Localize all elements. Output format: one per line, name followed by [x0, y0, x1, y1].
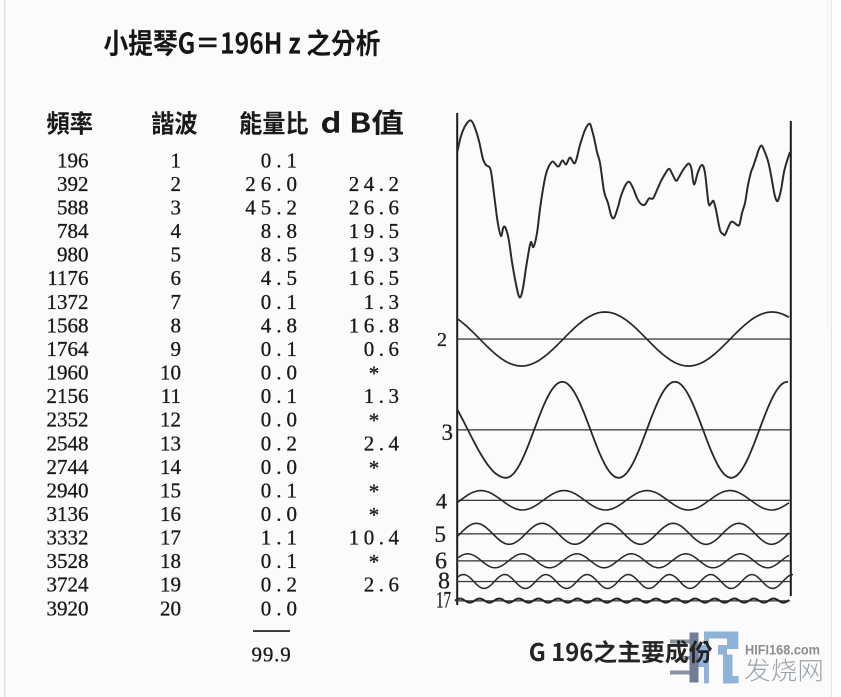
svg-text:0.1: 0.1	[261, 549, 302, 573]
svg-text:9: 9	[171, 337, 182, 361]
svg-text:10.4: 10.4	[349, 526, 404, 550]
svg-text:8: 8	[171, 313, 182, 337]
svg-text:HIFI168.com: HIFI168.com	[745, 642, 820, 658]
svg-text:0.0: 0.0	[261, 361, 302, 385]
svg-text:2744: 2744	[47, 455, 90, 479]
svg-text:4: 4	[171, 219, 182, 243]
svg-text:2.6: 2.6	[364, 573, 404, 597]
svg-text:13: 13	[160, 431, 181, 455]
svg-text:11: 11	[161, 384, 181, 408]
svg-text:196: 196	[57, 148, 89, 172]
svg-text:*: *	[369, 362, 380, 386]
svg-text:99.9: 99.9	[252, 643, 292, 667]
svg-text:*: *	[369, 409, 380, 433]
svg-text:4: 4	[436, 489, 447, 514]
svg-text:0.2: 0.2	[261, 573, 302, 597]
svg-text:1764: 1764	[47, 337, 90, 361]
svg-text:6: 6	[435, 549, 447, 575]
svg-text:12: 12	[160, 408, 181, 432]
svg-text:3528: 3528	[47, 549, 89, 573]
svg-text:1372: 1372	[47, 290, 89, 314]
svg-text:*: *	[369, 503, 380, 527]
svg-text:*: *	[369, 479, 380, 503]
svg-text:2156: 2156	[47, 384, 89, 408]
svg-text:17: 17	[160, 526, 181, 550]
svg-text:0.0: 0.0	[261, 596, 302, 620]
svg-text:392: 392	[57, 172, 89, 196]
svg-text:3: 3	[442, 420, 454, 445]
svg-text:8: 8	[438, 569, 450, 595]
svg-text:8.8: 8.8	[261, 219, 302, 243]
svg-text:0.0: 0.0	[261, 455, 302, 479]
svg-text:4.8: 4.8	[261, 313, 302, 337]
svg-text:1176: 1176	[47, 266, 88, 290]
svg-text:1: 1	[171, 148, 182, 172]
svg-text:0.2: 0.2	[261, 431, 302, 455]
svg-text:3: 3	[171, 196, 182, 220]
svg-text:0.1: 0.1	[261, 337, 302, 361]
svg-text:19.3: 19.3	[349, 243, 404, 267]
svg-text:1960: 1960	[47, 361, 89, 385]
svg-text:5: 5	[435, 522, 447, 547]
svg-text:16.8: 16.8	[349, 313, 404, 337]
svg-text:980: 980	[57, 243, 89, 267]
svg-text:7: 7	[171, 290, 182, 314]
svg-text:2352: 2352	[47, 408, 89, 432]
svg-text:588: 588	[57, 196, 89, 220]
svg-text:14: 14	[160, 455, 182, 479]
svg-text:3332: 3332	[47, 526, 89, 550]
svg-text:2: 2	[437, 329, 447, 351]
svg-text:19: 19	[160, 573, 181, 597]
svg-text:3724: 3724	[47, 573, 90, 597]
svg-text:0.6: 0.6	[364, 337, 404, 361]
svg-text:1568: 1568	[47, 313, 89, 337]
svg-text:1.3: 1.3	[364, 290, 404, 314]
svg-text:0.1: 0.1	[261, 384, 302, 408]
svg-text:15: 15	[160, 478, 181, 502]
svg-text:18: 18	[160, 549, 181, 573]
svg-text:2.4: 2.4	[364, 431, 404, 455]
svg-text:0.1: 0.1	[261, 290, 302, 314]
svg-text:0.1: 0.1	[261, 148, 302, 172]
svg-text:*: *	[369, 456, 380, 480]
svg-text:0.0: 0.0	[261, 502, 302, 526]
svg-text:26.0: 26.0	[245, 172, 302, 196]
svg-text:6: 6	[171, 266, 182, 290]
svg-text:16: 16	[160, 502, 181, 526]
svg-text:4.5: 4.5	[261, 266, 302, 290]
svg-text:2548: 2548	[47, 431, 89, 455]
svg-text:2: 2	[171, 172, 182, 196]
svg-text:5: 5	[171, 243, 182, 267]
svg-text:26.6: 26.6	[349, 196, 404, 220]
svg-text:3920: 3920	[47, 596, 89, 620]
svg-text:784: 784	[57, 219, 89, 243]
svg-text:16.5: 16.5	[349, 266, 404, 290]
svg-text:0.1: 0.1	[261, 478, 302, 502]
svg-text:*: *	[369, 550, 380, 574]
svg-text:24.2: 24.2	[349, 172, 404, 196]
svg-text:8.5: 8.5	[261, 243, 302, 267]
svg-text:2940: 2940	[47, 478, 89, 502]
svg-text:45.2: 45.2	[245, 196, 302, 220]
svg-text:3136: 3136	[47, 502, 89, 526]
svg-text:20: 20	[160, 596, 181, 620]
svg-text:1.3: 1.3	[364, 384, 404, 408]
svg-text:19.5: 19.5	[349, 219, 404, 243]
svg-text:0.0: 0.0	[261, 408, 302, 432]
svg-text:17: 17	[436, 588, 451, 613]
svg-text:10: 10	[160, 361, 181, 385]
svg-text:1.1: 1.1	[261, 526, 302, 550]
